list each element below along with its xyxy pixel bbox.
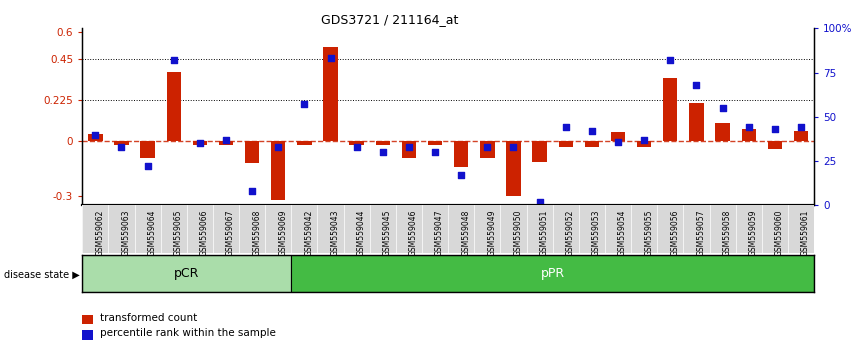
- Point: [114, 144, 128, 150]
- Text: GSM559050: GSM559050: [514, 209, 522, 256]
- Point: [298, 102, 312, 107]
- Point: [402, 144, 416, 150]
- Bar: [271, 142, 286, 200]
- Point: [245, 188, 259, 194]
- Bar: [454, 142, 469, 167]
- Bar: [166, 72, 181, 142]
- Bar: [428, 142, 443, 145]
- Point: [559, 125, 572, 130]
- Point: [794, 125, 808, 130]
- Text: GSM559066: GSM559066: [200, 209, 209, 256]
- Bar: [637, 142, 651, 147]
- Point: [88, 132, 102, 137]
- Point: [637, 137, 651, 143]
- Title: GDS3721 / 211164_at: GDS3721 / 211164_at: [321, 13, 458, 26]
- Text: GSM559054: GSM559054: [618, 209, 627, 256]
- Text: GSM559067: GSM559067: [226, 209, 235, 256]
- Point: [167, 57, 181, 63]
- Bar: [559, 142, 573, 147]
- Bar: [193, 142, 207, 145]
- Point: [585, 128, 598, 134]
- Text: GSM559045: GSM559045: [383, 209, 391, 256]
- Point: [193, 141, 207, 146]
- Point: [742, 125, 756, 130]
- Bar: [291, 255, 814, 292]
- Text: GSM559055: GSM559055: [644, 209, 653, 256]
- Text: GSM559059: GSM559059: [749, 209, 758, 256]
- Text: GSM559048: GSM559048: [462, 209, 470, 256]
- Point: [611, 139, 625, 144]
- Text: transformed count: transformed count: [100, 313, 197, 323]
- Point: [428, 149, 442, 155]
- Text: GSM559068: GSM559068: [252, 209, 262, 256]
- Text: GSM559052: GSM559052: [565, 209, 575, 256]
- Point: [324, 56, 338, 61]
- Point: [533, 199, 546, 205]
- Bar: [88, 134, 102, 142]
- Point: [140, 164, 154, 169]
- Bar: [402, 142, 417, 158]
- Point: [455, 172, 469, 178]
- Bar: [480, 142, 494, 158]
- Point: [481, 144, 494, 150]
- Point: [219, 137, 233, 143]
- Bar: [245, 142, 259, 163]
- Point: [715, 105, 729, 111]
- Text: GSM559064: GSM559064: [147, 209, 157, 256]
- Text: GSM559047: GSM559047: [435, 209, 444, 256]
- Text: GSM559051: GSM559051: [540, 209, 549, 256]
- Bar: [689, 103, 703, 142]
- Text: GSM559065: GSM559065: [174, 209, 183, 256]
- Text: GSM559044: GSM559044: [357, 209, 365, 256]
- Text: GSM559043: GSM559043: [331, 209, 339, 256]
- Bar: [376, 142, 390, 145]
- Point: [689, 82, 703, 88]
- Bar: [715, 123, 730, 142]
- Text: pPR: pPR: [540, 267, 565, 280]
- Point: [376, 149, 390, 155]
- Bar: [767, 142, 782, 149]
- Text: GSM559069: GSM559069: [278, 209, 288, 256]
- Bar: [507, 142, 520, 196]
- Bar: [323, 47, 338, 142]
- Bar: [114, 142, 129, 145]
- Point: [350, 144, 364, 150]
- Text: GSM559053: GSM559053: [591, 209, 601, 256]
- Bar: [533, 142, 546, 161]
- Text: pCR: pCR: [174, 267, 199, 280]
- Text: GSM559062: GSM559062: [95, 209, 104, 256]
- Bar: [741, 129, 756, 142]
- Bar: [297, 142, 312, 145]
- Text: disease state ▶: disease state ▶: [4, 269, 80, 279]
- Bar: [585, 142, 599, 147]
- Text: GSM559049: GSM559049: [488, 209, 496, 256]
- Text: GSM559057: GSM559057: [696, 209, 706, 256]
- Bar: [611, 132, 625, 142]
- Text: GSM559058: GSM559058: [722, 209, 732, 256]
- Text: percentile rank within the sample: percentile rank within the sample: [100, 329, 275, 338]
- Bar: [663, 78, 677, 142]
- Point: [507, 144, 520, 150]
- Text: GSM559061: GSM559061: [801, 209, 810, 256]
- Text: GSM559056: GSM559056: [670, 209, 679, 256]
- Text: GSM559046: GSM559046: [409, 209, 418, 256]
- Text: GSM559063: GSM559063: [121, 209, 131, 256]
- Bar: [350, 142, 364, 145]
- Bar: [140, 142, 155, 158]
- Point: [271, 144, 285, 150]
- Text: GSM559042: GSM559042: [305, 209, 313, 256]
- Point: [663, 57, 677, 63]
- Bar: [82, 255, 291, 292]
- Bar: [794, 131, 808, 142]
- Point: [768, 126, 782, 132]
- Bar: [219, 142, 233, 145]
- Text: GSM559060: GSM559060: [775, 209, 784, 256]
